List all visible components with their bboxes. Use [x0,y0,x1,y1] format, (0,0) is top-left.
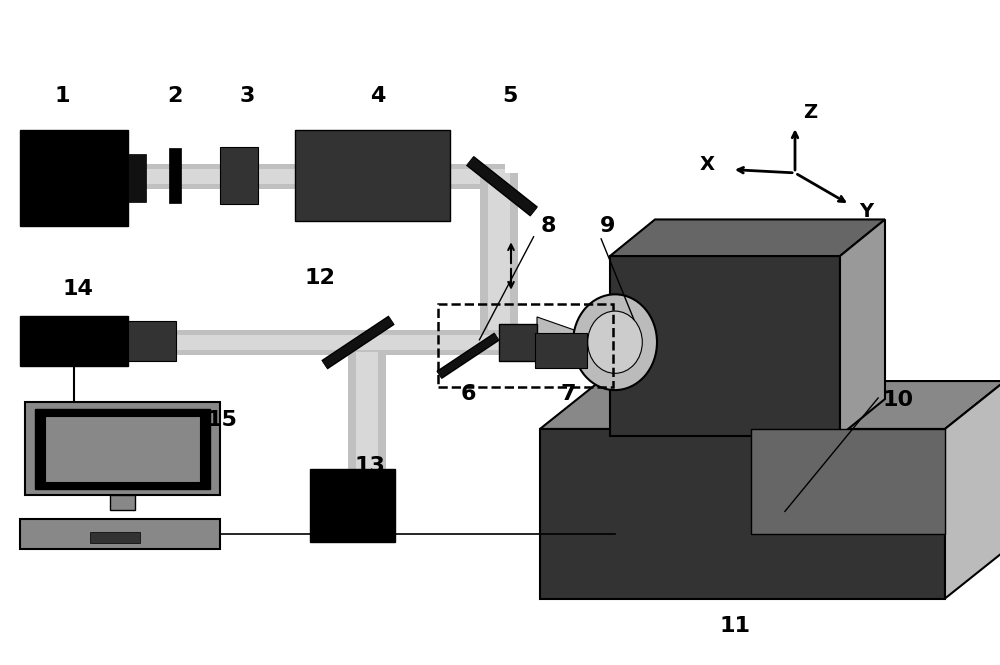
Text: 12: 12 [305,268,335,288]
Bar [438,304,613,387]
Bar [165,335,610,350]
Bar [20,519,220,549]
Text: 9: 9 [600,216,616,236]
Bar [310,469,395,542]
Text: 4: 4 [370,86,386,106]
Polygon shape [537,317,609,368]
Bar [20,130,128,226]
Polygon shape [610,388,670,436]
Bar [348,352,386,475]
Bar [499,324,537,361]
Text: Y: Y [860,201,874,221]
Bar [130,164,505,189]
Polygon shape [751,429,945,534]
Text: 11: 11 [720,616,750,636]
Text: 2: 2 [167,86,183,106]
Text: 1: 1 [54,86,70,106]
Text: 14: 14 [63,279,93,299]
Text: 15: 15 [207,410,237,430]
Bar [480,173,518,342]
Text: 6: 6 [460,384,476,404]
Bar [610,256,840,436]
Bar [540,429,945,598]
Polygon shape [610,219,885,256]
Bar [165,330,610,355]
Bar [20,316,128,366]
Bar [128,321,176,360]
Bar [169,148,181,203]
Text: 8: 8 [540,216,556,236]
Bar [535,333,587,368]
Bar [356,352,378,475]
Bar [45,416,200,482]
Polygon shape [840,219,885,436]
Text: 5: 5 [502,86,518,106]
Bar [130,169,505,184]
Text: 13: 13 [355,456,385,475]
Bar [488,173,510,342]
Bar [128,154,146,202]
Text: X: X [700,154,715,174]
Bar [110,495,135,510]
Text: 7: 7 [560,384,576,404]
Bar [35,409,210,489]
Bar [25,402,220,495]
Polygon shape [540,381,1000,429]
Text: 10: 10 [882,390,914,410]
Text: 3: 3 [239,86,255,106]
Bar [90,532,140,543]
Ellipse shape [573,295,657,390]
Text: Z: Z [803,103,817,122]
Bar [295,130,450,221]
Ellipse shape [588,311,642,373]
Polygon shape [945,381,1000,598]
Bar [220,147,258,204]
